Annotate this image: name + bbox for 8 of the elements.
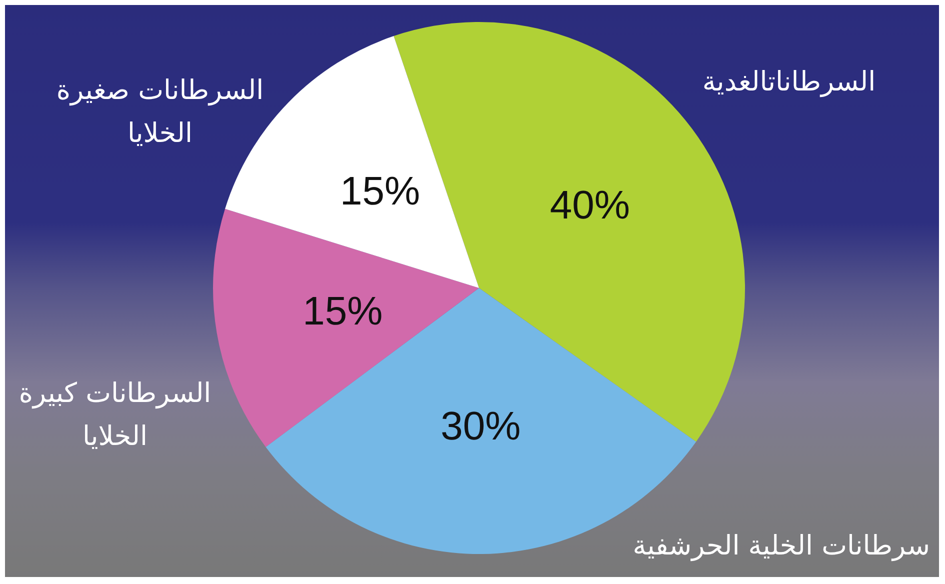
slice-label: السرطانات صغيرة الخلايا (55, 74, 265, 151)
data-label: 15% (302, 289, 383, 334)
slice-label: السرطانات كبيرة الخلايا (18, 377, 212, 454)
data-label: 30% (440, 404, 521, 448)
slice-label: السرطاناتالغدية (701, 66, 877, 100)
data-label: 15% (340, 169, 420, 214)
data-label: 40% (550, 183, 630, 228)
slice-label: سرطانات الخلية الحرشفية (632, 530, 930, 564)
